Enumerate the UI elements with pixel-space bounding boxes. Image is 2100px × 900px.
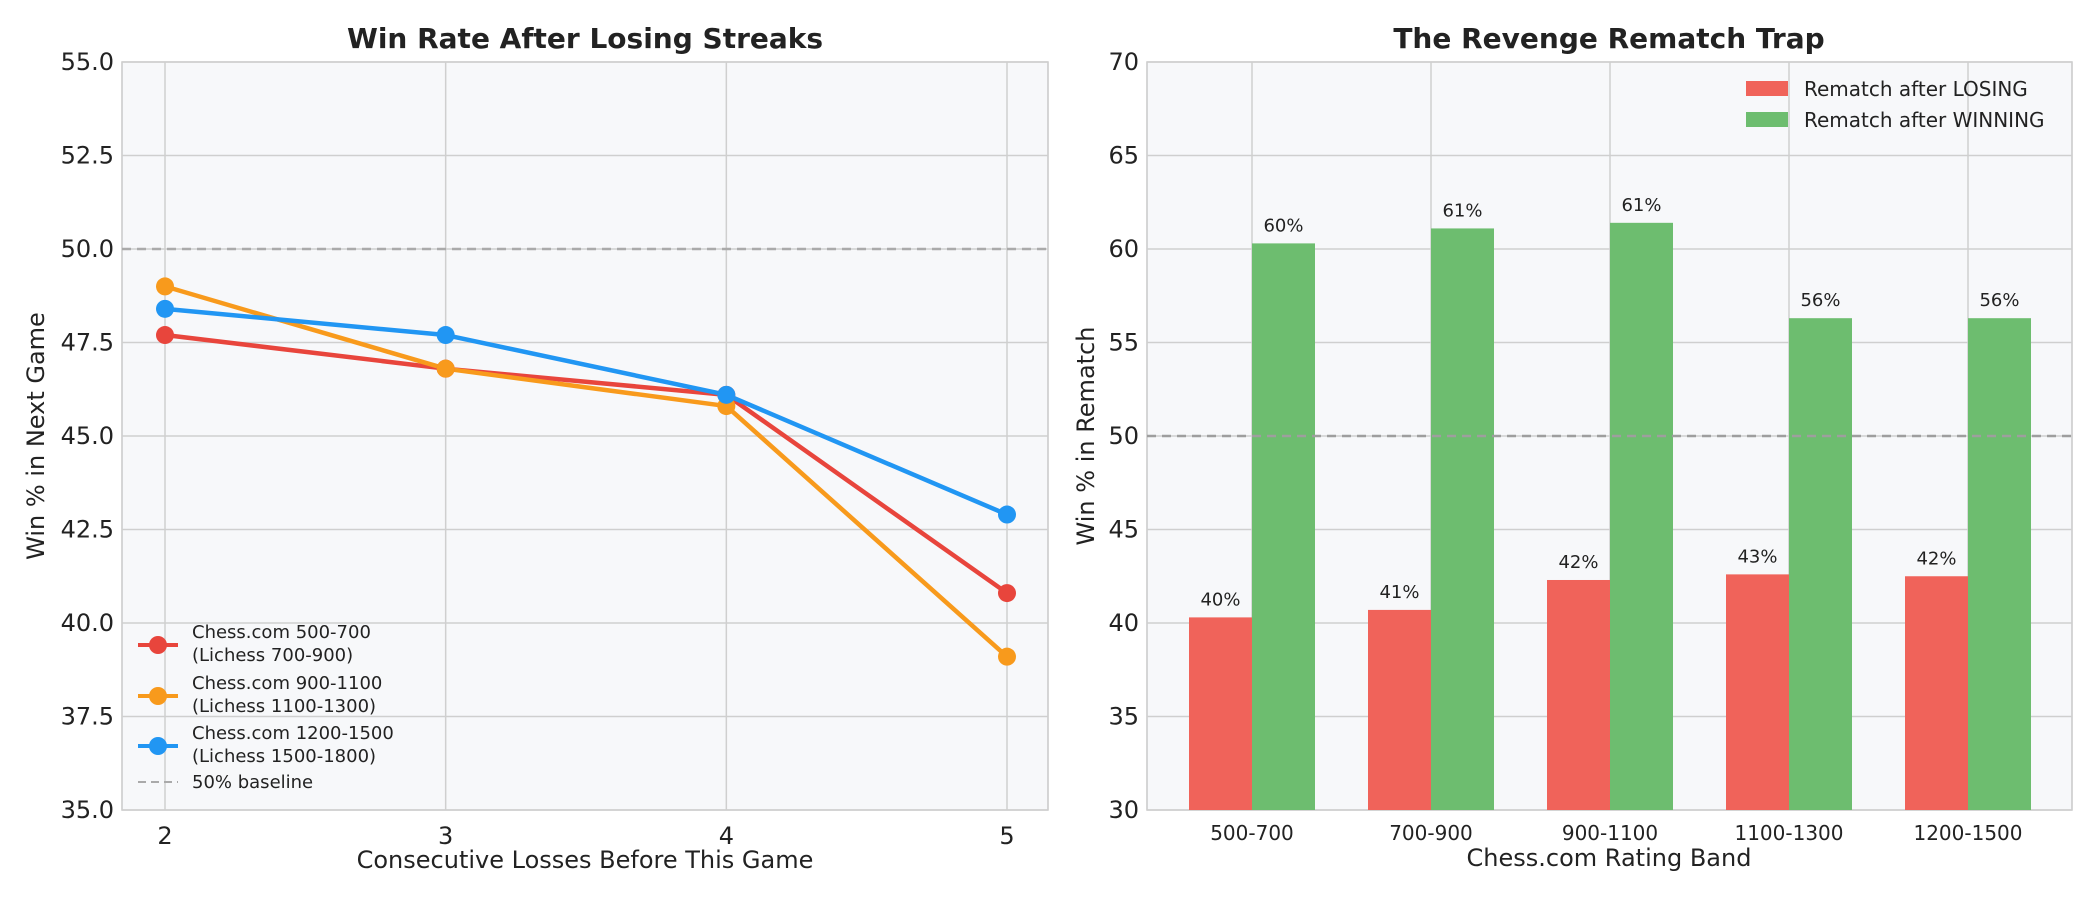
series-2-point: [156, 277, 174, 296]
right-y-tick-label: 30: [1108, 796, 1139, 824]
series-3-point: [156, 299, 174, 318]
legend-entry-losing: Rematch after LOSING: [1746, 77, 2028, 101]
left-y-tick-labels: 35.0 37.5 40.0 42.5 45.0 47.5 50.0 52.5 55.0: [61, 48, 114, 824]
bar-winning-500-700: [1252, 243, 1315, 810]
left-x-tick-label: 3: [438, 822, 453, 850]
right-x-tick-labels: 500-700 700-900 900-1100 1100-1300 1200-1500: [1210, 821, 2022, 845]
bar-losing-1100-1300: [1726, 574, 1789, 810]
series-line-2: [164, 284, 1009, 659]
series-3-point: [998, 505, 1016, 524]
left-y-tick-label: 45.0: [61, 422, 114, 450]
series-3-point: [717, 385, 736, 404]
right-y-tick-label: 60: [1108, 235, 1139, 263]
bar-winning-700-900: [1431, 228, 1494, 810]
left-series-lines: [156, 277, 1016, 666]
right-y-tick-label: 45: [1108, 516, 1139, 544]
series-line-1: [164, 332, 1009, 595]
left-y-tick-label: 40.0: [61, 609, 114, 637]
bar-value-label: 61%: [1621, 195, 1661, 216]
right-y-tick-label: 50: [1108, 422, 1139, 450]
bar-winning-1100-1300: [1789, 318, 1852, 810]
left-x-axis-label: Consecutive Losses Before This Game: [357, 846, 814, 874]
series-2-point: [998, 647, 1016, 666]
bar-value-label: 40%: [1200, 589, 1240, 610]
series-2-point: [436, 359, 455, 378]
left-chart-title: Win Rate After Losing Streaks: [347, 22, 823, 55]
right-bar-value-labels: 40% 60% 41% 61% 42% 61% 43% 56% 42% 56%: [1200, 195, 2019, 611]
right-y-axis-label: Win % in Rematch: [1072, 327, 1100, 546]
left-chart: 35.0 37.5 40.0 42.5 45.0 47.5 50.0 52.5 55.0 2 3 4…: [22, 22, 1049, 874]
legend-label-winning: Rematch after WINNING: [1804, 108, 2045, 132]
left-legend: Chess.com 500-700 (Lichess 700-900) Ches…: [138, 622, 394, 793]
right-y-tick-label: 65: [1108, 142, 1139, 170]
left-y-tick-label: 55.0: [61, 48, 114, 76]
right-x-tick-label: 900-1100: [1562, 821, 1658, 845]
right-x-axis-label: Chess.com Rating Band: [1467, 844, 1752, 872]
legend-sublabel-series-1: (Lichess 700-900): [192, 645, 353, 666]
right-bars: [1189, 222, 2031, 810]
right-x-tick-label: 500-700: [1210, 821, 1294, 845]
left-y-tick-label: 35.0: [61, 796, 114, 824]
bar-losing-700-900: [1368, 609, 1431, 810]
bar-value-label: 42%: [1558, 552, 1598, 573]
left-y-tick-label: 37.5: [61, 703, 114, 731]
bar-value-label: 56%: [1800, 290, 1840, 311]
legend-marker-series-2: [149, 687, 167, 705]
right-legend: Rematch after LOSING Rematch after WINNI…: [1746, 77, 2045, 132]
bar-winning-1200-1500: [1968, 318, 2031, 810]
right-chart-title: The Revenge Rematch Trap: [1393, 22, 1824, 55]
legend-label-baseline: 50% baseline: [192, 772, 313, 793]
bar-losing-500-700: [1189, 617, 1252, 810]
legend-label-series-3: Chess.com 1200-1500: [192, 723, 394, 744]
left-y-tick-label: 42.5: [61, 516, 114, 544]
right-y-tick-label: 35: [1108, 703, 1139, 731]
bar-value-label: 43%: [1737, 546, 1777, 567]
bar-value-label: 60%: [1263, 215, 1303, 236]
bar-losing-900-1100: [1547, 579, 1610, 810]
left-y-tick-label: 52.5: [61, 142, 114, 170]
bar-value-label: 42%: [1916, 548, 1956, 569]
series-3-point: [436, 326, 455, 345]
legend-entry-baseline: 50% baseline: [138, 772, 313, 793]
bar-losing-1200-1500: [1905, 576, 1968, 810]
right-y-tick-label: 70: [1108, 48, 1139, 76]
legend-label-series-1: Chess.com 500-700: [192, 622, 371, 643]
legend-swatch-winning: [1746, 112, 1788, 127]
legend-label-series-2: Chess.com 900-1100: [192, 673, 382, 694]
right-x-tick-label: 1100-1300: [1734, 821, 1843, 845]
legend-marker-series-3: [149, 737, 167, 755]
bar-value-label: 41%: [1379, 582, 1419, 603]
left-x-tick-label: 5: [999, 822, 1014, 850]
bar-value-label: 56%: [1979, 290, 2019, 311]
series-1-point: [998, 584, 1016, 603]
legend-entry-winning: Rematch after WINNING: [1746, 108, 2045, 132]
right-x-tick-label: 1200-1500: [1913, 821, 2022, 845]
legend-sublabel-series-2: (Lichess 1100-1300): [192, 696, 376, 717]
bar-value-label: 61%: [1442, 200, 1482, 221]
left-y-tick-label: 50.0: [61, 235, 114, 263]
right-y-tick-label: 40: [1108, 609, 1139, 637]
legend-entry-series-1: Chess.com 500-700 (Lichess 700-900): [138, 622, 371, 666]
right-x-tick-label: 700-900: [1389, 821, 1473, 845]
left-x-tick-label: 4: [719, 822, 734, 850]
right-chart: 40% 60% 41% 61% 42% 61% 43% 56% 42% 56% 30 35 40 45 5…: [1072, 22, 2073, 872]
bar-winning-900-1100: [1610, 222, 1673, 810]
right-y-tick-labels: 30 35 40 45 50 55 60 65 70: [1108, 48, 1139, 824]
legend-sublabel-series-3: (Lichess 1500-1800): [192, 746, 376, 767]
right-y-tick-label: 55: [1108, 329, 1139, 357]
legend-label-losing: Rematch after LOSING: [1804, 77, 2028, 101]
left-y-axis-label: Win % in Next Game: [22, 312, 50, 560]
left-x-tick-labels: 2 3 4 5: [157, 822, 1014, 850]
series-1-point: [156, 326, 174, 345]
legend-marker-series-1: [149, 636, 167, 654]
legend-entry-series-2: Chess.com 900-1100 (Lichess 1100-1300): [138, 673, 382, 717]
legend-entry-series-3: Chess.com 1200-1500 (Lichess 1500-1800): [138, 723, 394, 767]
left-y-tick-label: 47.5: [61, 329, 114, 357]
left-x-tick-label: 2: [157, 822, 172, 850]
legend-swatch-losing: [1746, 81, 1788, 96]
series-line-3: [164, 306, 1008, 517]
